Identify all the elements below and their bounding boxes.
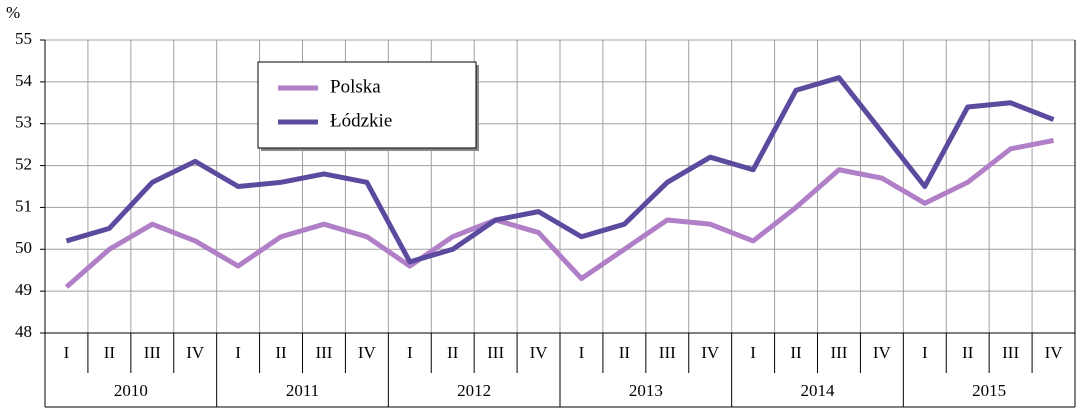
y-tick-label: 53 xyxy=(15,113,32,132)
legend-label: Łódzkie xyxy=(330,110,392,131)
y-tick-label: 48 xyxy=(15,322,32,341)
x-tick-label: I xyxy=(750,343,756,362)
x-tick-label: III xyxy=(487,343,504,362)
y-tick-label: 51 xyxy=(15,196,32,215)
y-tick-label: 55 xyxy=(15,29,32,48)
x-tick-label: IV xyxy=(1045,343,1064,362)
x-tick-label: II xyxy=(275,343,287,362)
group-label: 2011 xyxy=(286,381,319,400)
x-tick-label: I xyxy=(64,343,70,362)
y-tick-label: 52 xyxy=(15,154,32,173)
x-tick-label: II xyxy=(447,343,459,362)
x-tick-label: II xyxy=(790,343,802,362)
x-tick-label: I xyxy=(235,343,241,362)
line-series xyxy=(65,75,1055,265)
x-tick-label: IV xyxy=(873,343,892,362)
y-tick-label: 54 xyxy=(15,71,33,90)
x-tick-label: III xyxy=(1002,343,1019,362)
legend xyxy=(257,61,477,149)
group-label: 2012 xyxy=(457,381,491,400)
group-label: 2014 xyxy=(801,381,836,400)
x-tick-label: III xyxy=(659,343,676,362)
x-tick-label: IV xyxy=(358,343,377,362)
group-label: 2015 xyxy=(972,381,1006,400)
y-tick-label: 49 xyxy=(15,280,32,299)
x-tick-label: III xyxy=(315,343,332,362)
x-tick-label: IV xyxy=(701,343,720,362)
x-tick-label: III xyxy=(830,343,847,362)
x-tick-label: I xyxy=(407,343,413,362)
x-tick-label: I xyxy=(579,343,585,362)
y-axis-label: % xyxy=(6,3,20,22)
x-tick-label: I xyxy=(922,343,928,362)
x-tick-label: IV xyxy=(530,343,549,362)
x-tick-label: II xyxy=(104,343,116,362)
x-tick-label: III xyxy=(144,343,161,362)
y-tick-label: 50 xyxy=(15,238,32,257)
legend-label: Polska xyxy=(330,76,381,97)
x-tick-label: II xyxy=(619,343,631,362)
x-tick-label: II xyxy=(962,343,974,362)
group-label: 2010 xyxy=(114,381,148,400)
group-label: 2013 xyxy=(629,381,663,400)
line-series xyxy=(64,138,1055,289)
x-tick-label: IV xyxy=(186,343,205,362)
